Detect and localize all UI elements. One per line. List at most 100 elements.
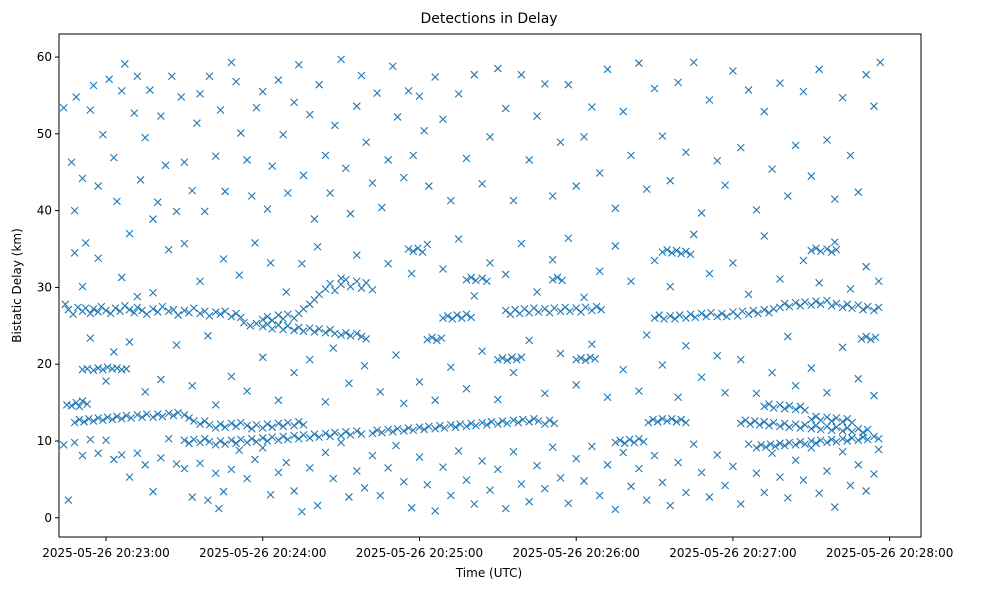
detection-point (707, 308, 715, 317)
detection-point (216, 437, 225, 445)
detection-point (478, 457, 487, 465)
detection-point (854, 424, 863, 433)
detection-point (503, 419, 512, 428)
detection-point (294, 434, 303, 443)
detection-point (780, 299, 789, 308)
x-tick-label: 2025-05-26 20:26:00 (512, 546, 639, 560)
detection-point (686, 310, 695, 319)
x-tick-label: 2025-05-26 20:25:00 (356, 546, 483, 560)
detection-point (807, 444, 816, 452)
detection-point (791, 141, 800, 150)
detection-point (172, 207, 181, 216)
detection-point (627, 277, 635, 286)
detection-point (268, 325, 277, 333)
detection-point (580, 477, 588, 485)
detection-point (866, 335, 875, 344)
detection-point (189, 435, 198, 444)
detection-point (697, 209, 706, 217)
detection-point (205, 72, 214, 81)
detection-point (274, 76, 283, 84)
detection-point (616, 436, 624, 445)
detection-point (534, 308, 543, 316)
detection-point (83, 364, 92, 373)
detection-point (493, 64, 502, 73)
detection-point (650, 84, 659, 93)
detection-point (517, 70, 526, 79)
detection-point (282, 458, 291, 467)
detection-point (329, 474, 338, 483)
detection-point (760, 488, 769, 497)
detection-point (572, 355, 581, 364)
detection-point (783, 332, 792, 341)
detection-point (172, 341, 181, 349)
detection-point (874, 434, 883, 443)
detection-point (870, 102, 878, 111)
x-tick-label: 2025-05-26 20:23:00 (42, 546, 169, 560)
detection-point (655, 311, 664, 319)
detection-point (368, 285, 377, 294)
detection-point (603, 65, 612, 74)
detection-point (470, 70, 479, 79)
detection-point (221, 440, 230, 448)
detection-point (807, 246, 816, 255)
detection-point (357, 332, 366, 341)
detection-point (823, 388, 831, 397)
detection-point (399, 399, 408, 408)
detection-point (540, 420, 549, 429)
detection-point (70, 418, 79, 427)
detection-point (294, 60, 303, 69)
detection-point (283, 189, 292, 197)
detection-point (832, 299, 841, 308)
detection-point (407, 503, 416, 512)
detection-point (529, 414, 538, 423)
detection-point (564, 234, 573, 243)
detection-point (462, 310, 471, 319)
detection-point (738, 307, 747, 316)
detection-point (838, 343, 847, 352)
detection-point (682, 314, 690, 323)
detection-point (377, 203, 386, 212)
detection-point (848, 434, 856, 442)
detection-point (211, 424, 220, 432)
detection-point (587, 442, 596, 451)
detection-point (771, 442, 780, 451)
detection-point (493, 355, 502, 364)
detection-point (341, 164, 350, 173)
detection-point (752, 205, 761, 214)
detection-point (94, 449, 103, 458)
detection-point (113, 412, 121, 421)
detection-point (298, 259, 306, 268)
detection-point (791, 381, 800, 390)
detection-point (216, 310, 225, 319)
detection-point (373, 89, 382, 98)
detection-point (862, 487, 871, 495)
detection-point (70, 438, 79, 447)
detection-point (478, 179, 487, 188)
detection-point (815, 278, 824, 287)
detection-point (761, 443, 770, 452)
detection-point (721, 481, 729, 490)
detection-point (73, 303, 82, 312)
detection-point (315, 80, 324, 89)
detection-point (415, 92, 424, 101)
detection-point (310, 430, 319, 438)
detection-point (682, 341, 690, 350)
detection-point (642, 185, 651, 194)
detection-point (86, 106, 95, 114)
detection-point (149, 288, 157, 297)
detection-point (299, 171, 308, 180)
detection-point (799, 476, 808, 485)
detection-point (572, 381, 581, 389)
detection-point (682, 488, 690, 497)
detection-point (102, 306, 110, 315)
detection-point (258, 315, 267, 324)
detection-point (111, 304, 120, 313)
detection-point (330, 329, 339, 338)
detection-point (305, 463, 314, 472)
detection-point (744, 86, 753, 94)
detection-point (219, 487, 228, 496)
detection-point (550, 304, 559, 313)
detection-point (750, 417, 759, 425)
detection-point (232, 77, 240, 86)
detection-point (407, 269, 416, 278)
